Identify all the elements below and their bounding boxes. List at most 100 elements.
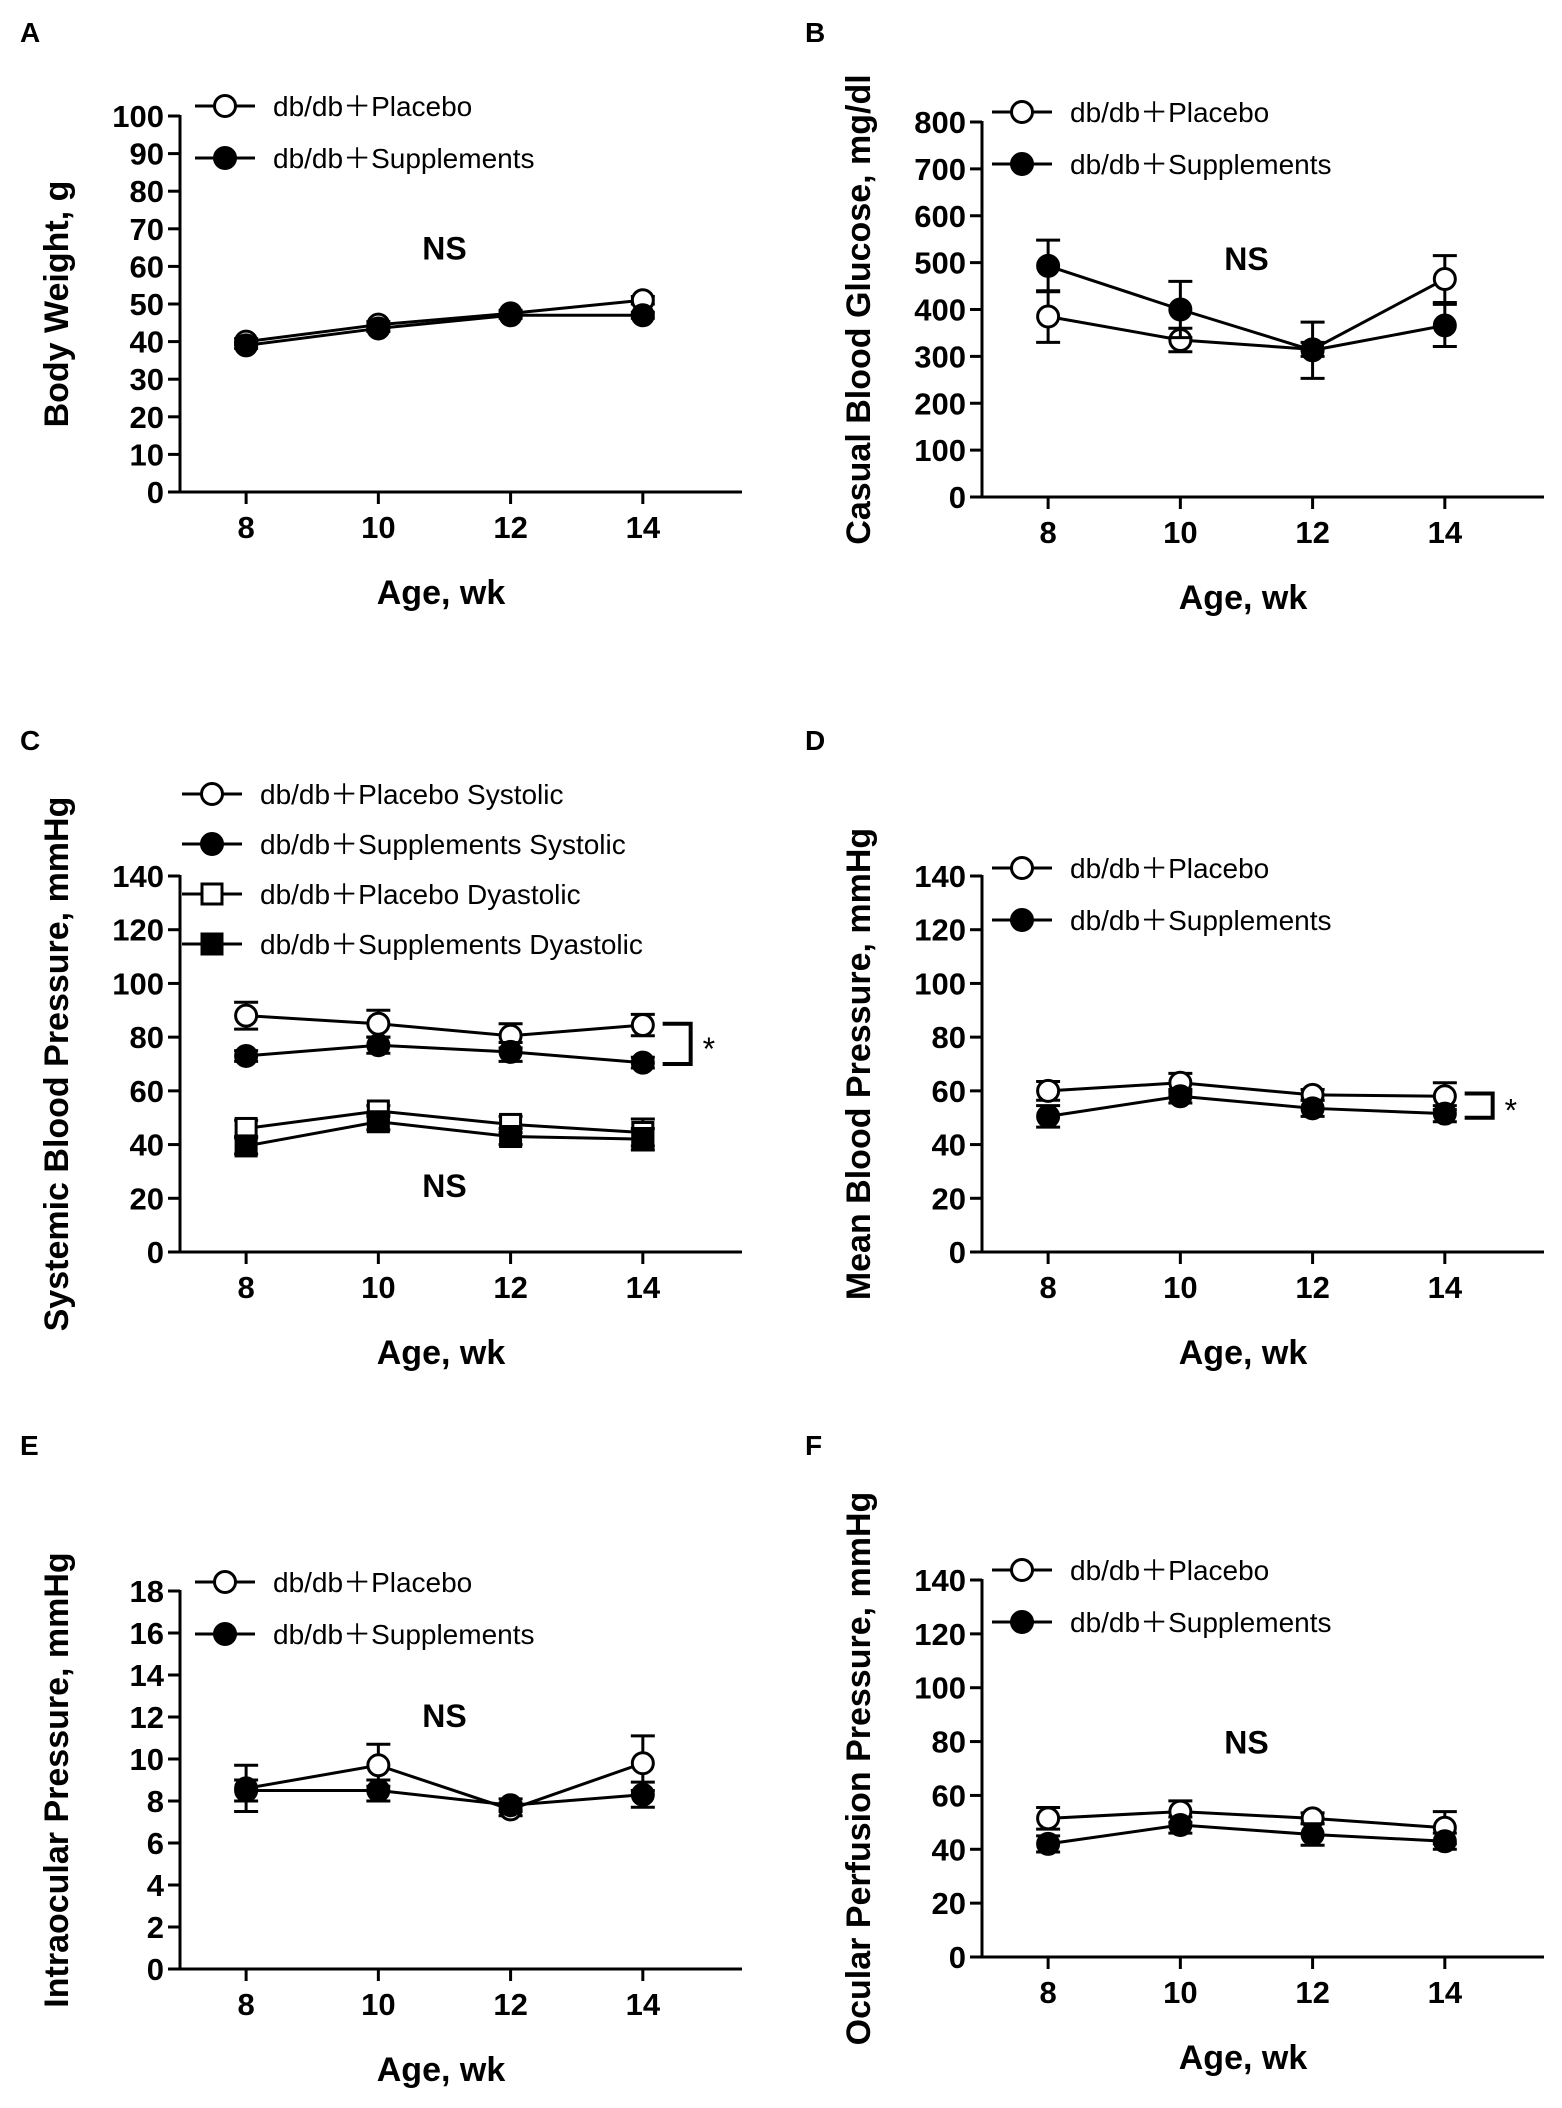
legend-marker bbox=[213, 146, 237, 170]
legend-label: db/db＋Supplements bbox=[273, 1619, 535, 1650]
series-line bbox=[245, 313, 643, 347]
data-point bbox=[630, 1751, 655, 1776]
series-filled-circle bbox=[234, 303, 655, 358]
x-tick-label: 12 bbox=[493, 1987, 527, 2022]
y-tick-label: 80 bbox=[932, 1725, 966, 1760]
series-line bbox=[245, 1109, 643, 1134]
significance-bracket bbox=[1464, 1091, 1495, 1120]
data-point bbox=[631, 1127, 655, 1151]
x-axis-title: Age, wk bbox=[1179, 1334, 1308, 1372]
y-tick-label: 700 bbox=[914, 152, 966, 187]
legend-marker bbox=[200, 832, 224, 856]
x-tick-label: 12 bbox=[1295, 1975, 1329, 2010]
y-tick-label: 100 bbox=[112, 99, 164, 134]
y-tick-label: 400 bbox=[914, 293, 966, 328]
data-point bbox=[366, 1753, 391, 1778]
legend-label: db/db＋Placebo bbox=[1070, 97, 1269, 128]
y-tick-label: 140 bbox=[914, 1563, 966, 1598]
data-point bbox=[1168, 1813, 1193, 1838]
significance-star: * bbox=[1505, 1093, 1517, 1129]
y-tick-label: 120 bbox=[914, 1617, 966, 1652]
y-tick-label: 0 bbox=[147, 1235, 164, 1270]
legend-marker bbox=[200, 882, 224, 906]
y-tick-label: 40 bbox=[932, 1128, 966, 1163]
legend-marker bbox=[1010, 100, 1034, 124]
x-tick-label: 14 bbox=[626, 1270, 661, 1305]
data-point bbox=[498, 1793, 523, 1818]
data-point bbox=[366, 1778, 391, 1803]
x-tick-label: 10 bbox=[361, 1270, 395, 1305]
data-point bbox=[1168, 297, 1193, 322]
legend-label: db/db＋Placebo bbox=[273, 1567, 472, 1598]
panel-letter: E bbox=[20, 1430, 39, 1461]
legend-entry: db/db＋Supplements Dyastolic bbox=[182, 929, 643, 960]
y-tick-label: 90 bbox=[130, 137, 164, 172]
series-filled-square bbox=[234, 1110, 655, 1158]
x-tick-label: 10 bbox=[361, 510, 395, 545]
x-tick-label: 10 bbox=[1163, 1975, 1197, 2010]
x-tick-label: 12 bbox=[1295, 1270, 1329, 1305]
y-tick-label: 20 bbox=[130, 1181, 164, 1216]
y-tick-label: 0 bbox=[949, 1940, 966, 1975]
y-tick-label: 60 bbox=[932, 1778, 966, 1813]
y-tick-label: 80 bbox=[932, 1020, 966, 1055]
x-tick-label: 14 bbox=[1428, 1270, 1463, 1305]
legend-entry: db/db＋Placebo bbox=[195, 91, 472, 122]
data-point bbox=[366, 1110, 390, 1134]
legend-label: db/db＋Supplements bbox=[1070, 149, 1332, 180]
y-tick-label: 120 bbox=[112, 913, 164, 948]
y-tick-label: 14 bbox=[130, 1658, 165, 1693]
y-tick-label: 10 bbox=[130, 1742, 164, 1777]
x-axis-title: Age, wk bbox=[377, 2051, 506, 2089]
y-tick-label: 80 bbox=[130, 174, 164, 209]
x-tick-label: 8 bbox=[1039, 515, 1056, 550]
panel-letter: F bbox=[805, 1430, 822, 1461]
legend-entry: db/db＋Placebo bbox=[195, 1567, 472, 1598]
legend-entry: db/db＋Placebo Systolic bbox=[182, 779, 564, 810]
data-point bbox=[366, 1011, 391, 1036]
y-tick-label: 40 bbox=[130, 325, 164, 360]
x-tick-label: 8 bbox=[1039, 1975, 1056, 2010]
legend-marker bbox=[213, 1622, 237, 1646]
y-tick-label: 40 bbox=[130, 1128, 164, 1163]
y-tick-label: 100 bbox=[112, 966, 164, 1001]
panel-b: B 0 100 200 300 400 500 600 700 800 8 10 12 14 Age, w… bbox=[805, 17, 1544, 617]
data-point bbox=[498, 1039, 523, 1064]
y-tick-label: 4 bbox=[147, 1868, 165, 1903]
significance-star: * bbox=[703, 1031, 715, 1067]
y-tick-label: 300 bbox=[914, 339, 966, 374]
legend-label: db/db＋Supplements bbox=[1070, 905, 1332, 936]
data-point bbox=[1168, 1084, 1193, 1109]
legend-marker bbox=[1010, 1558, 1034, 1582]
legend-entry: db/db＋Placebo bbox=[992, 97, 1269, 128]
data-point bbox=[234, 333, 259, 358]
x-axis-title: Age, wk bbox=[377, 574, 506, 612]
y-tick-label: 12 bbox=[130, 1700, 164, 1735]
y-tick-label: 140 bbox=[914, 859, 966, 894]
annotation-ns: NS bbox=[1224, 241, 1268, 277]
data-point bbox=[630, 1013, 655, 1038]
data-point bbox=[1300, 1096, 1325, 1121]
legend-entry: db/db＋Placebo bbox=[992, 1555, 1269, 1586]
legend-entry: db/db＋Supplements bbox=[195, 1619, 535, 1650]
y-tick-label: 100 bbox=[914, 966, 966, 1001]
legend-marker bbox=[1010, 152, 1034, 176]
data-point bbox=[1036, 304, 1061, 329]
data-point bbox=[1036, 1831, 1061, 1856]
y-tick-label: 6 bbox=[147, 1826, 164, 1861]
legend-entry: db/db＋Supplements bbox=[992, 149, 1332, 180]
x-tick-label: 10 bbox=[1163, 1270, 1197, 1305]
series-line bbox=[245, 1761, 644, 1811]
data-point bbox=[234, 1778, 259, 1803]
legend-label: db/db＋Supplements bbox=[1070, 1607, 1332, 1638]
legend-marker bbox=[1010, 856, 1034, 880]
x-tick-label: 8 bbox=[237, 510, 254, 545]
series-filled-circle bbox=[1036, 238, 1457, 380]
legend-label: db/db＋Supplements Systolic bbox=[260, 829, 626, 860]
y-tick-label: 20 bbox=[932, 1181, 966, 1216]
legend-label: db/db＋Placebo bbox=[1070, 1555, 1269, 1586]
legend-label: db/db＋Placebo Systolic bbox=[260, 779, 564, 810]
